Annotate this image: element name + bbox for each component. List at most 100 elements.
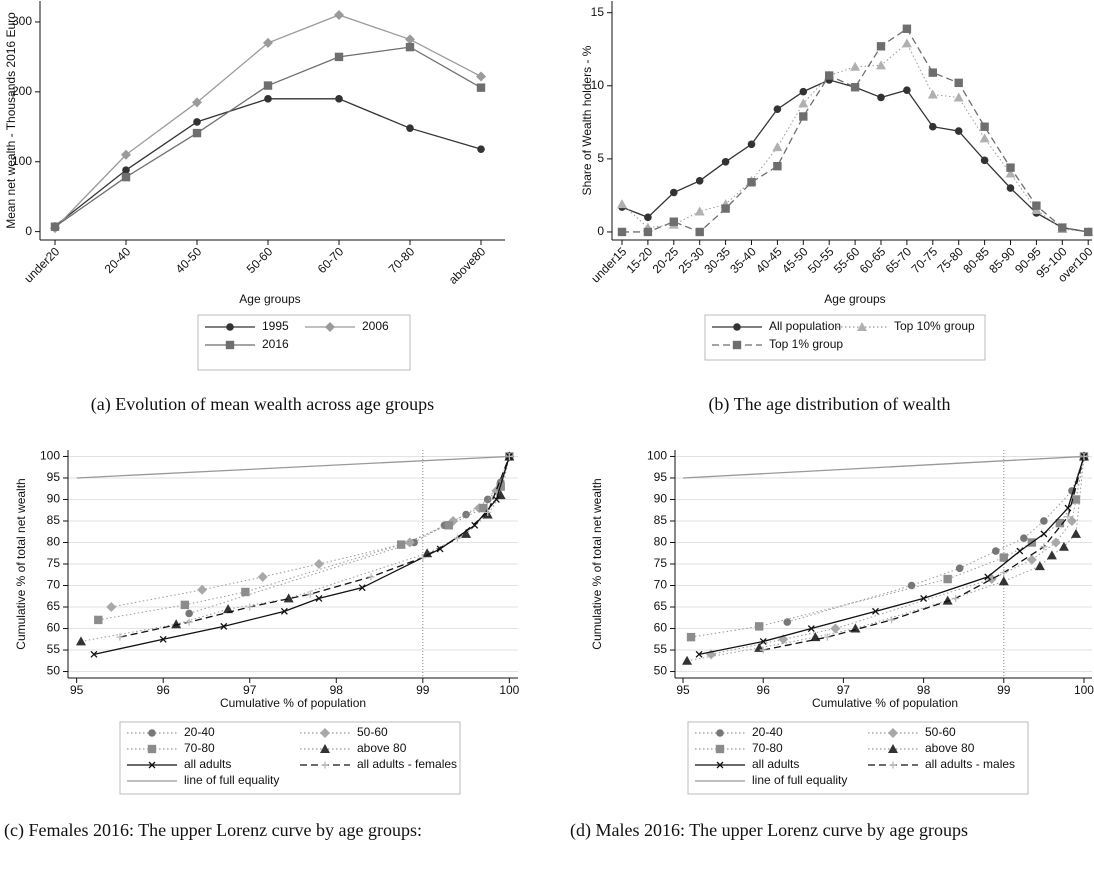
x-tick-label: 50-60 [244,244,276,276]
marker [263,37,273,48]
series-line [76,455,510,479]
series-line [119,456,510,638]
marker [857,322,867,331]
legend-label: 2006 [362,319,389,333]
marker [929,122,937,131]
series-line [710,456,1085,655]
legend-box [197,314,411,371]
legend-box [119,721,461,795]
marker [888,728,898,738]
marker [171,619,182,629]
marker [257,571,268,582]
marker [755,622,764,631]
legend-label: all adults [752,757,799,771]
legend-label: all adults [184,757,231,771]
marker [798,98,809,108]
marker [695,176,704,185]
marker [313,559,324,569]
marker [876,60,886,70]
marker [185,618,193,626]
y-tick-label: 95 [47,470,61,484]
marker [998,576,1009,586]
marker [1005,168,1016,178]
marker [986,574,997,585]
marker [461,528,472,538]
marker [419,554,427,562]
x-tick-label: 100 [499,683,519,697]
marker [1064,513,1072,521]
marker [225,340,235,350]
x-tick-label: 70-75 [909,244,941,276]
marker [999,553,1008,562]
marker [220,622,228,630]
y-tick-label: 0 [25,224,32,238]
legend-label: 50-60 [357,725,388,739]
legend-label: line of full equality [184,773,279,787]
x-tick-label: 60-70 [315,244,347,276]
marker [471,521,479,529]
legend-label: 70-80 [752,741,783,755]
marker [94,615,103,625]
marker [850,61,861,71]
marker [406,124,414,132]
x-tick-label: 60-65 [857,244,889,276]
marker [159,635,167,643]
y-axis-label: Mean net wealth - Thousands 2016 Euro [4,12,18,229]
marker [223,604,234,614]
y-tick-label: 70 [47,578,61,592]
marker [148,729,156,737]
marker [984,573,992,581]
marker [283,593,294,603]
marker [334,52,344,62]
legend-label: 2016 [262,337,289,351]
marker [825,71,834,80]
legend-label: 70-80 [184,741,215,755]
marker [907,581,916,590]
marker [721,157,730,166]
legend-label: Top 10% group [894,319,975,333]
x-tick-label: 15-20 [624,244,656,276]
legend-label: all adults - females [357,757,457,771]
marker [50,222,60,231]
marker [1006,184,1015,192]
marker [682,655,693,665]
marker [453,534,461,542]
marker [1050,537,1061,548]
marker [185,609,193,618]
marker [1040,543,1048,551]
marker [954,78,963,88]
caption: (a) Evolution of mean wealth across age … [90,394,435,414]
x-tick-label: 97 [837,683,851,697]
marker [476,71,486,82]
y-tick-label: 200 [12,84,32,98]
y-tick-label: 75 [47,556,61,570]
legend-label: line of full equality [752,773,847,787]
x-tick-label: 75-80 [934,244,966,276]
marker [1058,223,1067,232]
y-tick-label: 50 [47,664,61,678]
marker [334,9,344,20]
marker [721,204,730,213]
marker [807,625,815,632]
marker [396,540,406,549]
marker [850,83,860,92]
series-line [682,455,1085,479]
marker [335,95,343,103]
marker [670,188,678,197]
marker [193,118,201,126]
x-tick-label: 50-55 [805,244,837,276]
y-tick-label: 65 [47,599,61,613]
series-line [763,456,1085,651]
x-tick-label: 98 [330,683,344,697]
x-tick-label: 70-80 [386,244,418,276]
marker [799,87,808,96]
marker [1040,530,1048,538]
legend-label: above 80 [357,741,407,755]
y-axis-label: Cumulative % of total net wealth [14,478,28,649]
x-tick-label: above80 [446,244,489,287]
marker [759,637,767,645]
marker [830,623,841,634]
marker [405,42,415,52]
marker [772,142,783,152]
